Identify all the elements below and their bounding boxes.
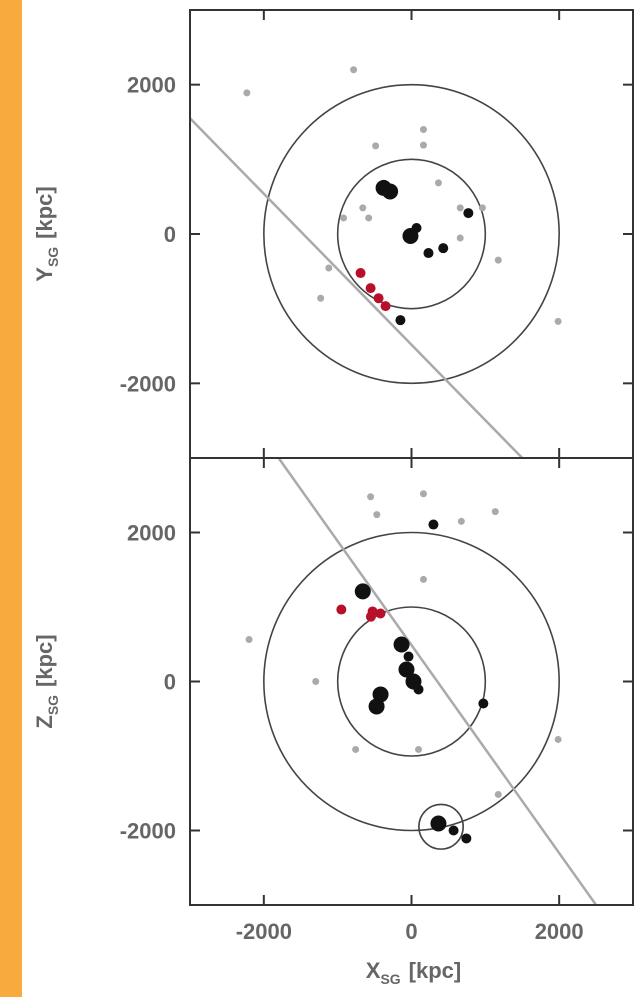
plot-area — [190, 66, 562, 458]
galaxy — [352, 745, 360, 753]
ring — [336, 606, 487, 757]
galaxy — [393, 636, 410, 653]
galaxy — [312, 678, 320, 685]
galaxy — [554, 317, 562, 325]
y-tick-label: 0 — [164, 222, 176, 247]
label-sub: SG — [45, 695, 61, 715]
galaxy — [245, 635, 253, 643]
galaxy — [398, 661, 415, 678]
y-axis-label: YSG [kpc] — [32, 186, 61, 281]
galaxy — [368, 698, 385, 715]
y-axis-label: ZSG [kpc] — [32, 634, 61, 728]
y-tick-label: 2000 — [127, 521, 176, 546]
galaxy — [375, 608, 386, 619]
galaxy — [365, 283, 376, 294]
label-sub: SG — [45, 247, 61, 267]
galaxy — [359, 204, 367, 212]
galaxy — [405, 673, 422, 690]
direction-line — [190, 117, 524, 458]
galaxy — [478, 204, 486, 212]
galaxy — [365, 214, 373, 222]
galaxy — [355, 268, 366, 279]
galaxy — [317, 294, 325, 302]
galaxy — [325, 264, 333, 272]
label-unit: [kpc] — [32, 186, 57, 239]
galaxy — [365, 611, 376, 622]
galaxy — [434, 179, 442, 187]
galaxy — [402, 228, 419, 245]
galaxy — [243, 89, 251, 97]
ring — [336, 158, 487, 310]
galaxy — [428, 519, 439, 530]
x-tick-label: 2000 — [535, 919, 584, 944]
galaxy — [456, 204, 464, 212]
galaxy — [380, 301, 391, 312]
galaxy — [494, 790, 502, 798]
galaxy — [354, 583, 371, 600]
galaxy — [461, 833, 472, 844]
y-tick-label: -2000 — [120, 819, 176, 844]
ring — [263, 531, 560, 832]
galaxy — [419, 141, 427, 149]
galaxy — [423, 248, 434, 259]
galaxy — [382, 183, 399, 200]
galaxy — [438, 243, 449, 254]
plot-area — [245, 458, 598, 905]
galaxy — [350, 66, 358, 74]
x-tick-label: 0 — [405, 919, 417, 944]
label-sub: SG — [380, 971, 400, 987]
y-tick-label: -2000 — [120, 371, 176, 396]
galaxy — [457, 517, 465, 525]
galaxy — [494, 256, 502, 264]
galaxy — [373, 511, 381, 519]
galaxy — [491, 508, 499, 516]
galaxy — [419, 490, 427, 498]
ring — [263, 83, 560, 385]
galaxy — [367, 493, 375, 501]
label-main: X — [366, 958, 381, 983]
galaxy — [373, 293, 384, 304]
x-axis-label: XSG [kpc] — [366, 958, 461, 987]
galaxy — [336, 604, 347, 615]
label-unit: [kpc] — [409, 958, 462, 983]
galaxy — [419, 575, 427, 583]
galaxy — [478, 698, 489, 709]
galaxy — [372, 142, 380, 150]
galaxy — [419, 125, 427, 133]
galaxy — [448, 825, 459, 836]
galaxy — [340, 214, 348, 222]
label-main: Z — [32, 715, 57, 728]
label-unit: [kpc] — [32, 634, 57, 687]
ring — [418, 803, 464, 850]
galaxy — [456, 234, 464, 242]
galaxy — [463, 208, 474, 219]
galaxy — [403, 651, 414, 662]
label-main: Y — [32, 267, 57, 282]
y-tick-label: 2000 — [127, 73, 176, 98]
y-tick-label: 0 — [164, 670, 176, 695]
galaxy — [554, 735, 562, 743]
x-tick-label: -2000 — [236, 919, 292, 944]
galaxy — [415, 745, 423, 753]
direction-line — [277, 458, 598, 905]
side-bar — [0, 0, 22, 997]
galaxy — [430, 815, 447, 832]
galaxy — [395, 315, 406, 326]
